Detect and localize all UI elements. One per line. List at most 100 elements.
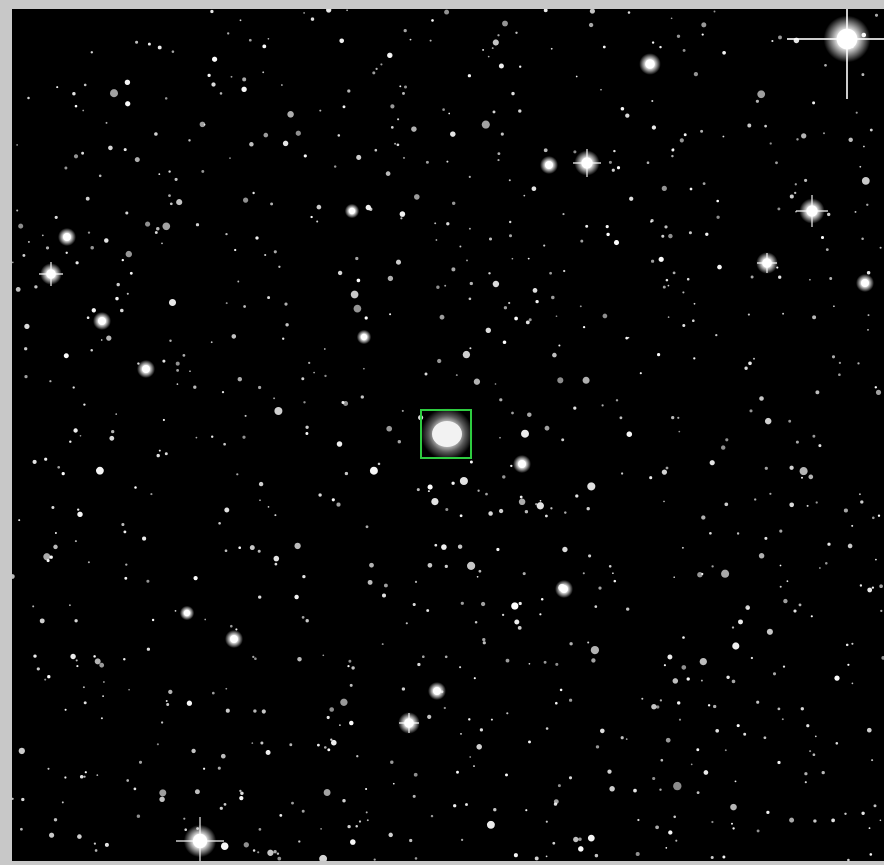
star [150,493,153,496]
star [730,803,737,811]
target-selection-box[interactable] [420,409,472,459]
star [344,471,349,476]
star [545,727,549,730]
star [701,33,704,36]
star [87,561,90,564]
star [83,403,86,406]
star [174,177,178,181]
star [682,324,686,327]
star [736,532,740,535]
star [63,353,69,359]
bright-star [344,203,360,219]
sky-image-panel[interactable] [12,9,884,861]
star [756,829,760,833]
star [459,514,463,518]
star [468,175,471,178]
star [439,314,445,320]
star [191,748,196,754]
star [54,532,57,534]
star [347,89,351,93]
star [833,305,835,308]
star [777,707,781,711]
star [381,593,387,598]
star [663,500,665,503]
star [356,278,361,283]
star [84,771,87,774]
star [809,750,812,753]
star [831,355,836,359]
star [104,842,109,847]
star [550,507,553,510]
star [466,259,468,262]
star [444,284,447,287]
star [85,196,90,201]
star [678,430,681,433]
star [452,201,456,205]
star [771,39,774,43]
star [600,88,602,91]
star [693,302,696,305]
star [41,234,44,237]
star [195,223,200,227]
star [611,168,615,172]
star [482,637,486,642]
star [488,237,493,241]
star [590,645,600,655]
star [627,11,631,14]
star [434,543,438,547]
star [364,316,368,320]
star [331,739,337,746]
bright-star [93,312,111,330]
star [70,653,76,660]
star [609,786,615,792]
star [482,48,485,51]
star [427,484,433,490]
star [661,469,668,475]
star [375,67,378,71]
star [848,137,853,143]
star [701,22,707,28]
star [523,194,526,197]
star [551,295,555,300]
star [20,827,23,831]
star [502,475,506,479]
star [390,126,394,129]
star [519,495,523,499]
star [243,842,249,848]
star [276,852,280,855]
star [589,9,595,14]
star [545,820,548,823]
star [629,196,634,201]
star [310,215,313,219]
star [731,822,733,825]
star [158,173,161,176]
star [61,472,65,476]
star [450,131,456,137]
star [473,765,475,768]
star [414,580,418,583]
bright-star [787,9,884,99]
star [540,597,544,601]
star [468,297,472,301]
star [409,38,412,41]
star [303,401,306,404]
star [759,396,764,401]
star [501,613,505,617]
star [808,474,814,480]
star [688,231,692,235]
star [655,825,659,830]
star [573,406,577,410]
star [44,457,48,461]
star [193,385,197,389]
star [44,678,47,681]
star [686,677,690,681]
star [462,350,471,359]
star [249,545,255,551]
star [400,217,403,220]
star [326,9,332,13]
star [606,232,610,237]
star [675,839,678,842]
star [519,65,522,68]
star [469,756,472,758]
star [588,22,594,28]
